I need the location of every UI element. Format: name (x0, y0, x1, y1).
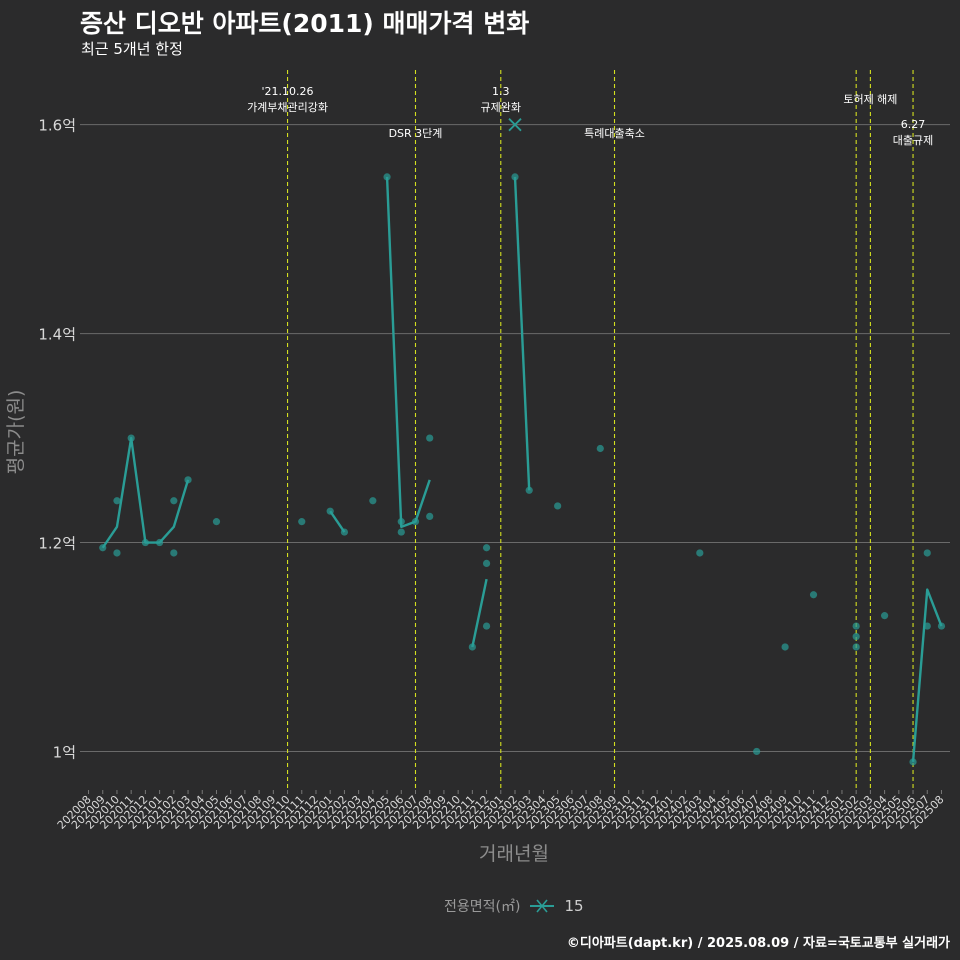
grid-lines (80, 124, 950, 752)
data-point (937, 622, 946, 630)
x-tick-labels: 2020082020092020102020112020122021012021… (55, 790, 947, 832)
data-point (923, 549, 931, 557)
data-point (411, 518, 420, 526)
source-caption: ©디아파트(dapt.kr) / 2025.08.09 / 자료=국토교통부 실… (566, 936, 950, 951)
legend-key-icon (530, 899, 555, 913)
x-axis-title: 거래년월 (479, 843, 549, 865)
data-point (923, 622, 931, 630)
data-point (383, 173, 391, 181)
data-point (397, 528, 405, 536)
data-point (809, 591, 818, 599)
data-point (554, 502, 562, 510)
event-label: 규제완화 (481, 101, 521, 114)
data-point (113, 497, 121, 505)
data-point (156, 538, 164, 547)
series-line-segment (329, 510, 346, 533)
data-point (127, 434, 135, 442)
data-point (881, 612, 889, 620)
data-point (113, 549, 121, 557)
y-tick-label: 1억 (53, 743, 76, 761)
data-point (397, 518, 405, 526)
data-point (340, 528, 349, 536)
data-point (326, 507, 334, 515)
event-label: '21.10.26 (262, 85, 314, 98)
data-point (696, 549, 704, 557)
series-line-segment (911, 588, 943, 762)
highlight-marker (508, 118, 522, 132)
legend-title: 전용면적(㎡) (444, 899, 521, 915)
data-point (852, 643, 860, 651)
data-point (753, 747, 761, 756)
y-axis-title: 평균가(원) (5, 390, 27, 475)
series-line-segment (385, 176, 431, 529)
data-point (298, 518, 306, 526)
data-point (212, 518, 221, 526)
data-point (525, 486, 533, 494)
marker-stroke (508, 118, 522, 132)
data-point (482, 559, 491, 568)
chart-title: 증산 디오반 아파트(2011) 매매가격 변화 (80, 9, 530, 38)
event-label: 특례대출축소 (584, 127, 645, 140)
event-label: DSR 3단계 (389, 127, 443, 140)
event-label: 가계부채관리강화 (247, 101, 328, 114)
series-line-segment (471, 578, 488, 648)
series-line-segment (101, 436, 190, 549)
event-label: 6.27 (901, 118, 926, 131)
series-points (99, 118, 946, 766)
data-point (781, 643, 789, 651)
data-point (170, 497, 178, 505)
y-tick-labels: 1억 1.2억 1.4억 1.6억 (38, 117, 76, 762)
data-point (369, 497, 377, 505)
data-point (511, 173, 519, 181)
data-point (852, 632, 860, 641)
y-tick-label: 1.2억 (38, 535, 76, 553)
legend: 전용면적(㎡) 15 (444, 896, 584, 916)
event-label: 토허제 해제 (843, 92, 897, 106)
legend-series-label: 15 (564, 897, 584, 915)
data-point (426, 512, 434, 521)
data-point (852, 622, 860, 630)
data-point (482, 544, 491, 552)
series-line-segment (513, 176, 531, 491)
data-point (184, 476, 192, 484)
data-point (170, 549, 178, 557)
data-point (482, 622, 491, 630)
event-label: 대출규제 (893, 134, 933, 147)
data-point (426, 434, 434, 442)
event-label: 1.3 (492, 85, 510, 98)
y-tick-label: 1.4억 (38, 326, 76, 344)
y-tick-label: 1.6억 (38, 117, 76, 135)
data-point (909, 758, 917, 766)
series-lines (101, 176, 943, 762)
data-point (596, 444, 604, 453)
data-point (99, 544, 107, 552)
data-point (141, 538, 149, 547)
data-point (468, 643, 476, 651)
chart-subtitle: 최근 5개년 한정 (81, 40, 183, 58)
